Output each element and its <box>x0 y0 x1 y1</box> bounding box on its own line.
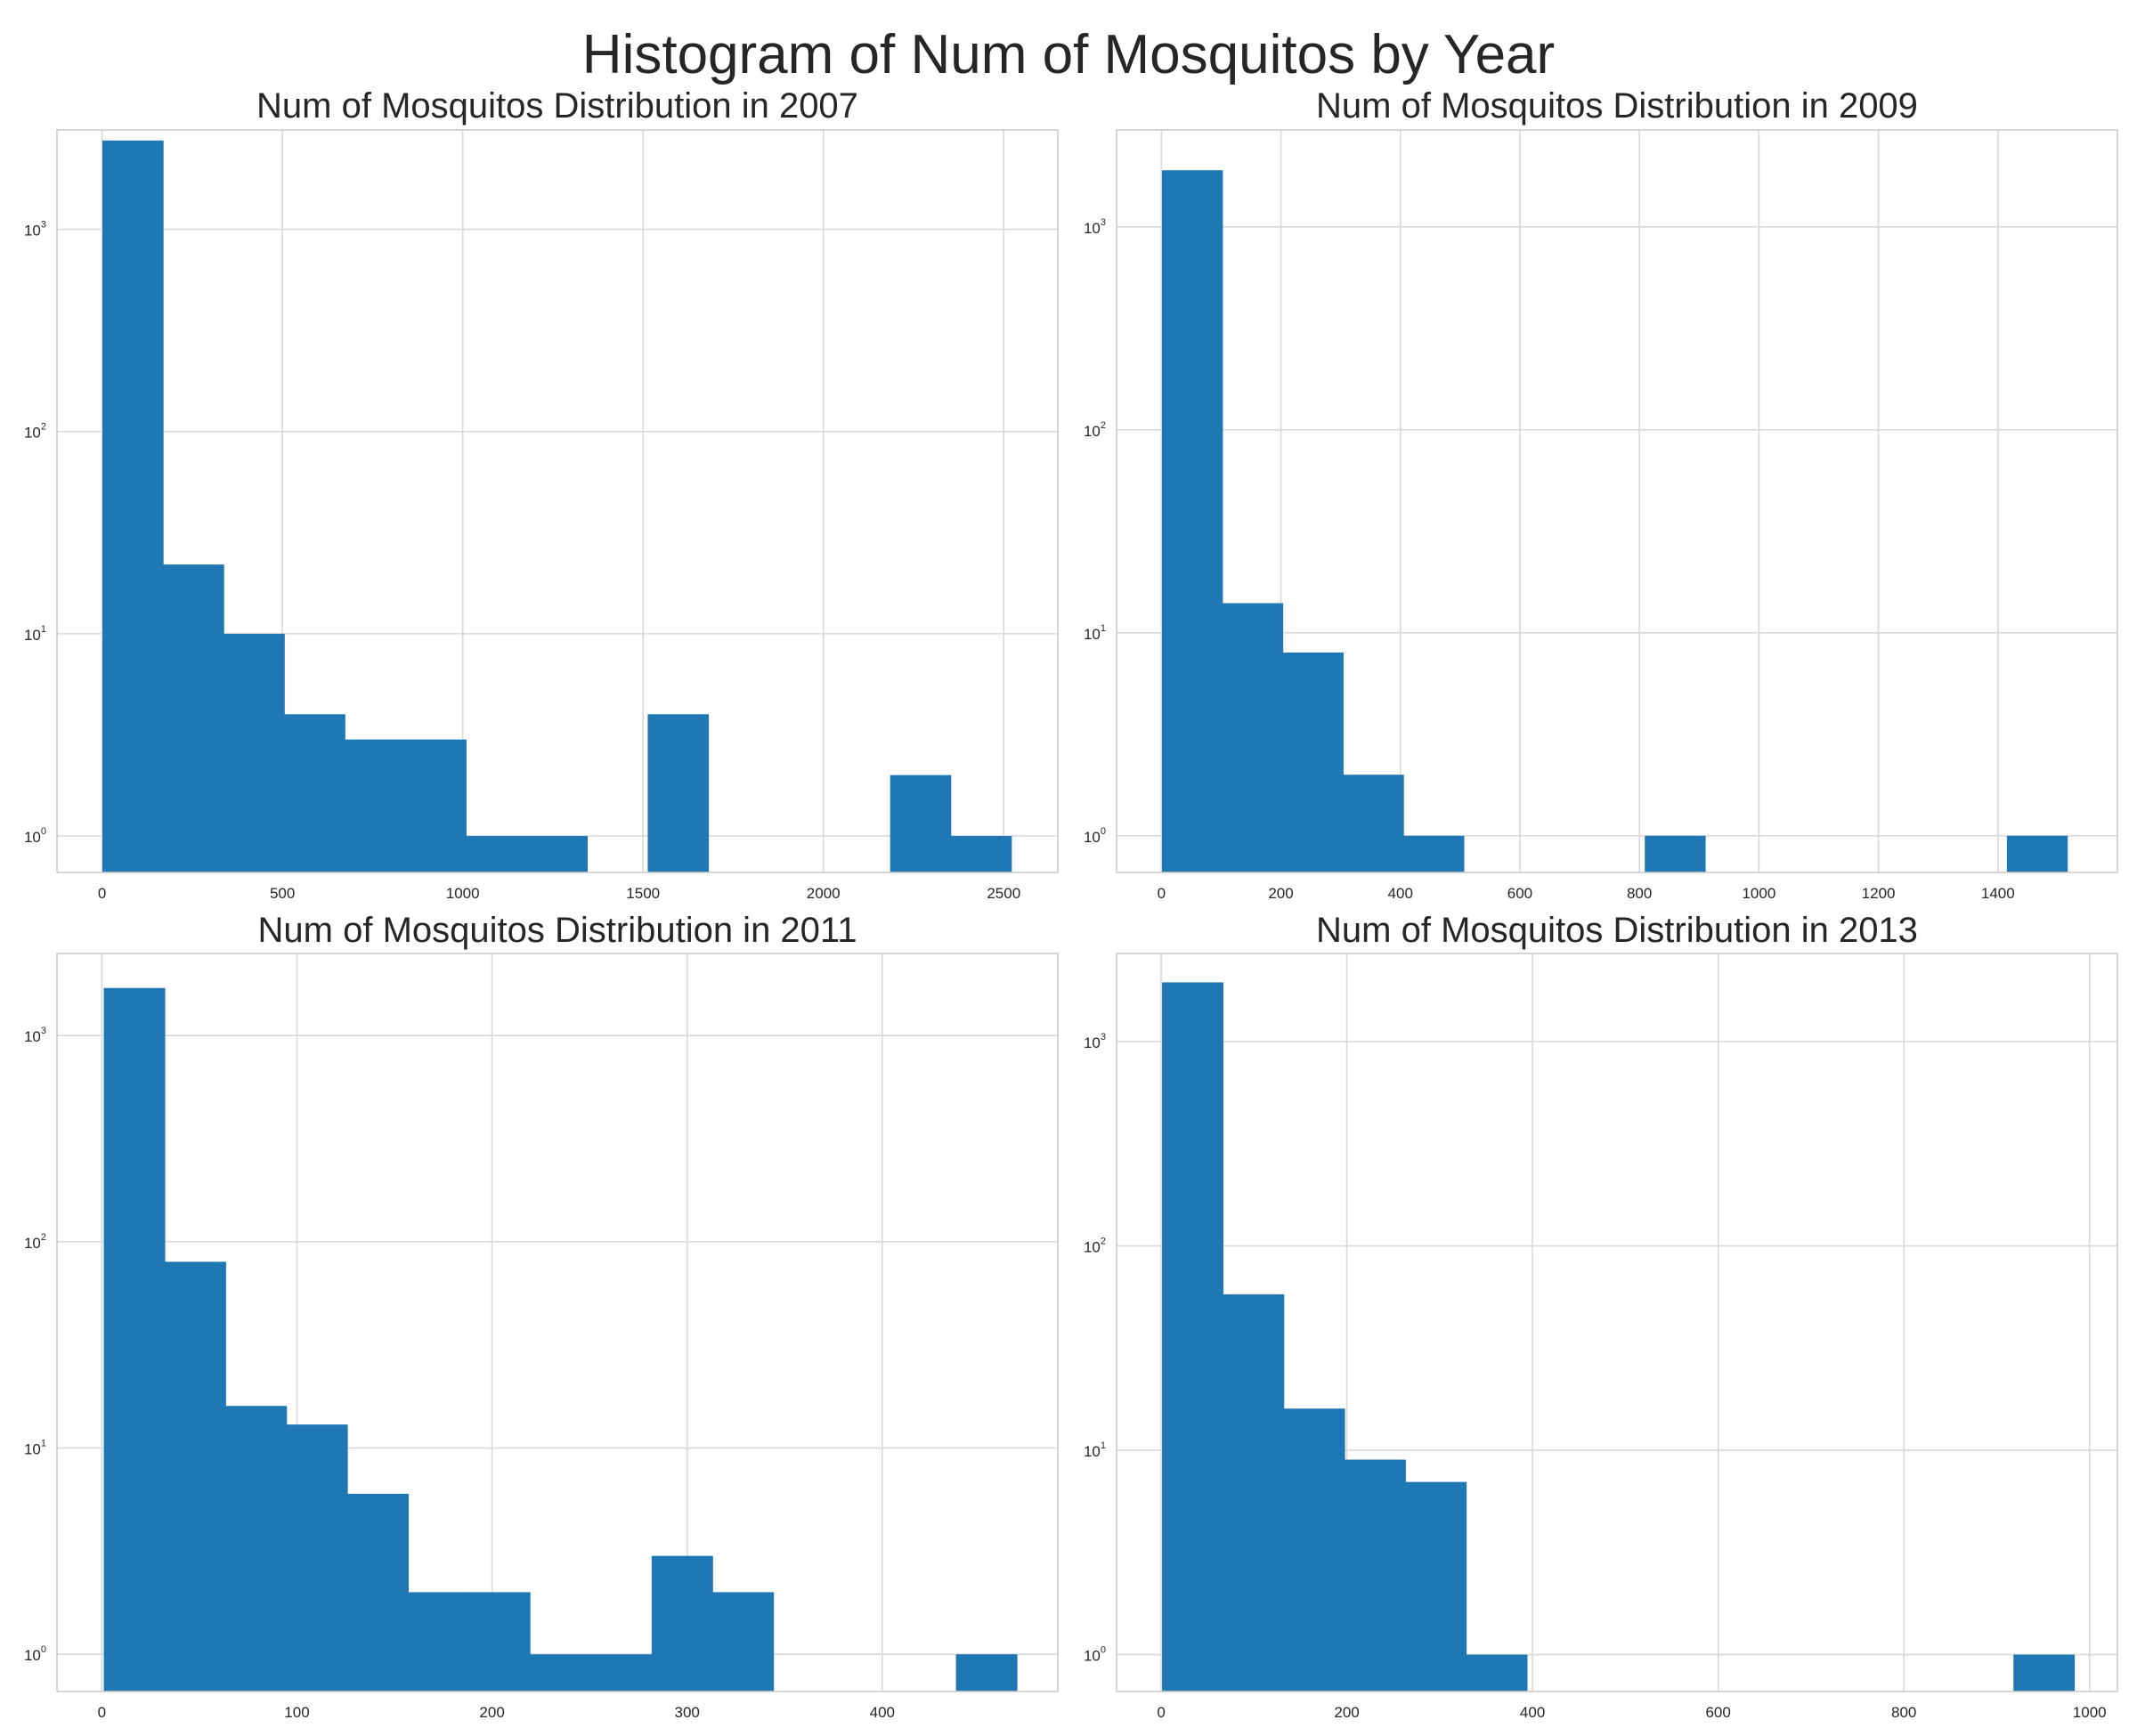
x-tick-label: 400 <box>1388 885 1413 902</box>
axes-frame <box>56 129 1059 873</box>
axes-frame <box>1116 953 2118 1692</box>
histogram-bar-2011-bin-14 <box>955 1654 1018 1691</box>
x-tick-label: 400 <box>870 1704 895 1721</box>
x-tick-label: 1400 <box>1981 885 2015 902</box>
y-tick-label: 101 <box>24 624 46 644</box>
histogram-bar-2007-bin-3 <box>284 714 345 872</box>
y-tick-label: 103 <box>24 220 46 239</box>
x-tick-label: 800 <box>1627 885 1652 902</box>
y-tick-label: 100 <box>24 826 46 846</box>
x-tick-label: 2000 <box>807 885 841 902</box>
histogram-bar-2009-bin-4 <box>1403 835 1465 872</box>
panel-title-2011: Num of Mosquitos Distribution in 2011 <box>257 911 857 950</box>
y-tick-label: 103 <box>1084 217 1106 237</box>
y-tick-label: 103 <box>1084 1032 1106 1051</box>
histogram-bar-2007-bin-9 <box>647 714 710 872</box>
y-tick-label: 100 <box>1084 1645 1106 1665</box>
histogram-panel-2013: 0 200 400 600 800 1000 100 101 102 103 <box>1084 953 2118 1721</box>
y-tick-label: 103 <box>24 1026 46 1045</box>
histogram-bar-2007-bin-14 <box>950 836 1012 872</box>
histogram-bar-2011-bin-1 <box>164 1261 226 1691</box>
y-tick-label: 101 <box>1084 623 1106 643</box>
histogram-panel-2007: 0 500 1000 1500 2000 2500 100 101 102 103 <box>24 129 1059 902</box>
histogram-bar-2007-bin-4 <box>345 739 406 872</box>
y-tick-label: 100 <box>1084 826 1106 846</box>
x-tick-label: 100 <box>284 1704 309 1721</box>
x-tick-label: 600 <box>1705 1704 1730 1721</box>
x-tick-label: 300 <box>675 1704 700 1721</box>
x-tick-label: 600 <box>1507 885 1532 902</box>
histogram-bar-2007-bin-13 <box>890 775 952 872</box>
x-tick-label: 1000 <box>2073 1704 2107 1721</box>
histogram-bar-2009-bin-2 <box>1282 652 1344 872</box>
histogram-bar-2011-bin-10 <box>712 1592 775 1691</box>
x-tick-label: 200 <box>479 1704 504 1721</box>
x-tick-label: 1000 <box>446 885 480 902</box>
panel-title-2013: Num of Mosquitos Distribution in 2013 <box>1316 911 1918 950</box>
x-tick-label: 0 <box>1157 1704 1165 1721</box>
panel-title-2007: Num of Mosquitos Distribution in 2007 <box>256 86 858 126</box>
histogram-bar-2011-bin-4 <box>347 1493 409 1691</box>
histogram-bar-2009-bin-1 <box>1222 603 1284 872</box>
x-tick-label: 1200 <box>1862 885 1896 902</box>
histogram-bar-2007-bin-2 <box>223 633 285 872</box>
histogram-bar-2007-bin-5 <box>405 739 467 872</box>
histogram-bar-2013-bin-1 <box>1223 1294 1285 1691</box>
x-tick-label: 0 <box>1158 885 1166 902</box>
histogram-bar-2009-bin-14 <box>2006 835 2068 872</box>
x-tick-label: 200 <box>1334 1704 1359 1721</box>
y-tick-label: 102 <box>1084 420 1106 440</box>
x-tick-label: 0 <box>98 885 106 902</box>
x-tick-label: 1500 <box>626 885 660 902</box>
histogram-bar-2013-bin-4 <box>1405 1481 1467 1691</box>
histogram-bar-2007-bin-0 <box>102 140 164 872</box>
y-tick-label: 102 <box>1084 1237 1106 1256</box>
x-tick-label: 800 <box>1891 1704 1916 1721</box>
histogram-bar-2009-bin-0 <box>1161 170 1223 872</box>
histogram-bar-2011-bin-7 <box>530 1654 592 1691</box>
histogram-bar-2013-bin-0 <box>1162 982 1223 1691</box>
histogram-bar-2007-bin-6 <box>466 836 527 872</box>
histogram-bar-2013-bin-14 <box>2013 1654 2076 1691</box>
x-tick-label: 2500 <box>987 885 1020 902</box>
figure-title: Histogram of Num of Mosquitos by Year <box>581 24 1556 85</box>
x-tick-label: 0 <box>98 1704 106 1721</box>
histogram-bar-2009-bin-8 <box>1645 835 1706 872</box>
y-tick-label: 102 <box>24 422 46 442</box>
histogram-bar-2011-bin-0 <box>103 987 166 1691</box>
y-tick-label: 101 <box>1084 1440 1106 1460</box>
histogram-bar-2013-bin-5 <box>1466 1654 1528 1691</box>
axes-frame <box>56 953 1059 1692</box>
y-tick-label: 100 <box>24 1644 46 1664</box>
x-tick-label: 400 <box>1520 1704 1545 1721</box>
histogram-bar-2007-bin-1 <box>163 564 224 872</box>
histogram-panel-2011: 0 100 200 300 400 100 101 102 103 <box>24 953 1059 1721</box>
x-tick-label: 1000 <box>1742 885 1775 902</box>
axes-frame <box>1116 129 2118 873</box>
histogram-panel-2009: 0 200 400 600 800 1000 1200 1400 100 101 102 103 <box>1084 129 2118 902</box>
histogram-bar-2007-bin-7 <box>526 836 589 872</box>
x-tick-label: 200 <box>1268 885 1293 902</box>
histogram-bar-2011-bin-5 <box>408 1592 470 1691</box>
panel-title-2009: Num of Mosquitos Distribution in 2009 <box>1316 86 1918 126</box>
histogram-bar-2011-bin-9 <box>651 1555 713 1691</box>
histogram-bar-2011-bin-6 <box>468 1592 531 1691</box>
y-tick-label: 102 <box>24 1232 46 1252</box>
histogram-bar-2013-bin-3 <box>1344 1459 1406 1691</box>
histogram-bar-2013-bin-2 <box>1283 1408 1345 1691</box>
y-tick-label: 101 <box>24 1439 46 1458</box>
histogram-bar-2011-bin-3 <box>286 1424 348 1691</box>
x-tick-label: 500 <box>270 885 295 902</box>
histogram-bar-2011-bin-2 <box>225 1406 288 1691</box>
histogram-bar-2011-bin-8 <box>590 1654 653 1691</box>
histogram-bar-2009-bin-3 <box>1343 775 1404 872</box>
